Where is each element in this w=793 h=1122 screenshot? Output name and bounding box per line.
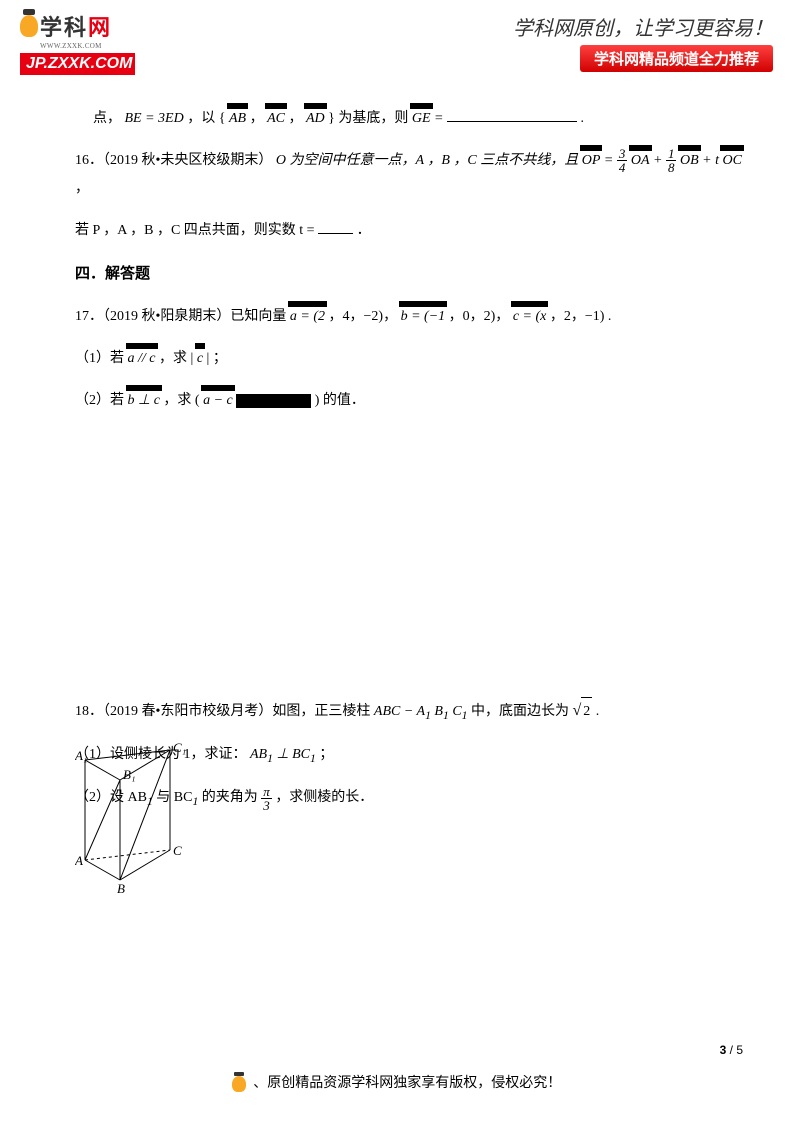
q15-mid2: } 为基底，则 <box>328 111 412 126</box>
logo-mascot-icon <box>20 15 38 37</box>
q16-vec-oa: OA <box>631 147 650 175</box>
q17-p2-end: ) 的值． <box>315 393 365 408</box>
q15-mid1: ，以 { <box>187 111 225 126</box>
label-a1: A₁ <box>75 748 87 763</box>
jp-bar: JP.ZXXK.COM <box>20 53 135 75</box>
q17-p1: （1）若 a // c ，求 | c | ； <box>75 345 743 373</box>
q16-blank <box>318 233 353 234</box>
q18-p2-frac: π3 <box>261 785 272 812</box>
q16-period: ． <box>357 223 371 238</box>
logo-xue: 学 <box>40 10 62 42</box>
q15-vec-ad: AD <box>306 105 325 133</box>
q18-s1: 1 <box>425 709 431 722</box>
q18-e3: C <box>452 704 461 719</box>
logo-text: 学科网 <box>20 10 135 42</box>
q16-frac1: 34 <box>617 147 628 174</box>
footer: 、原创精品资源学科网独家享有版权，侵权必究！ <box>0 1072 793 1092</box>
q17-p2-vec1: b ⊥ c <box>128 387 160 415</box>
q16-vec-oc: OC <box>722 147 741 175</box>
q17-p1-end: | ； <box>207 351 227 366</box>
q15-c1: ， <box>250 111 264 126</box>
q15-line: 点， BE = 3ED ，以 { AB ， AC ， AD } 为基底，则 GE… <box>75 105 743 133</box>
q16-vec-ob: OB <box>680 147 699 175</box>
q17-source: 17．（2019 秋•阳泉期末）已知向量 <box>75 309 290 324</box>
q16-plus1: + <box>653 153 666 168</box>
q17-m3: ，2，−1) . <box>550 309 612 324</box>
q16-eq1: = <box>604 153 617 168</box>
prism-figure: A₁ B₁ C₁ A B C <box>75 740 195 900</box>
q15-vec-ge: GE <box>412 105 431 133</box>
q18-line: 18．（2019 春•东阳市校级月考）如图，正三棱柱 ABC − A1 B1 C… <box>75 695 743 727</box>
header-banner: 学科网精品频道全力推荐 <box>580 45 773 72</box>
q18-p1end: ； <box>319 747 333 762</box>
page-sep: / <box>726 1043 736 1057</box>
logo-wang: 网 <box>88 10 110 42</box>
q15-period: . <box>580 111 584 126</box>
q17-vec-a: a = (2 <box>290 303 325 331</box>
q17-p2: （2）若 b ⊥ c ，求 ( a − c ) 的值． <box>75 387 743 415</box>
q17-p1-mid: ，求 | <box>159 351 193 366</box>
q17-p1-vec: a // c <box>128 345 156 373</box>
footer-mascot-icon <box>232 1076 246 1092</box>
logo-block: 学科网 WWW.ZXXK.COM JP.ZXXK.COM <box>20 10 135 75</box>
q16-line1: 16．（2019 秋•未央区校级期末） O 为空间中任意一点，A ，B ，C 三… <box>75 147 743 203</box>
q17-p2-mid: ，求 ( <box>163 393 199 408</box>
q17-p2-blackout <box>236 394 311 408</box>
q16-vec-op: OP <box>582 147 601 175</box>
q16-text1: O 为空间中任意一点，A ，B ，C 三点不共线，且 <box>276 153 582 168</box>
q18-source: 18．（2019 春•东阳市校级月考）如图，正三棱柱 <box>75 704 374 719</box>
header-slogan: 学科网原创，让学习更容易！ <box>513 12 773 41</box>
q18-p2m2: 的夹角为 <box>202 790 262 805</box>
q16-plus2: + t <box>702 153 719 168</box>
q17-p2-pre: （2）若 <box>75 393 128 408</box>
q18-end: . <box>596 704 600 719</box>
q17-p1-pre: （1）若 <box>75 351 128 366</box>
q15-blank <box>447 121 577 122</box>
q15-eqs: = <box>434 111 447 126</box>
page-content: 点， BE = 3ED ，以 { AB ， AC ， AD } 为基底，则 GE… <box>75 105 743 827</box>
q18-sqrt: √2 <box>572 695 592 727</box>
q18-e1: ABC − A <box>374 704 425 719</box>
q17-vec-c: c = (x <box>513 303 547 331</box>
section-4-title: 四．解答题 <box>75 259 743 289</box>
q18-mid: 中，底面边长为 <box>471 704 573 719</box>
q18-e2: B <box>434 704 443 719</box>
q15-vec-ab: AB <box>229 105 246 133</box>
page-number: 3 / 5 <box>720 1043 743 1057</box>
label-b: B <box>117 881 125 896</box>
q17-m2: ，0，2)， <box>449 309 510 324</box>
logo-ke: 科 <box>64 10 86 42</box>
q17-line: 17．（2019 秋•阳泉期末）已知向量 a = (2 ，4，−2)， b = … <box>75 303 743 331</box>
q16-comma: ， <box>75 181 89 196</box>
q17-m1: ，4，−2)， <box>329 309 398 324</box>
q16-l2: 若 P ，A ，B ，C 四点共面，则实数 t = <box>75 223 318 238</box>
q17-p2-vec2: a − c <box>203 387 233 415</box>
q16-frac2: 18 <box>666 147 677 174</box>
q16-source: 16．（2019 秋•未央区校级期末） <box>75 153 272 168</box>
label-a: A <box>75 853 83 868</box>
q18-s2: 1 <box>443 709 449 722</box>
q17-vec-b: b = (−1 <box>401 303 446 331</box>
q18-s3: 1 <box>462 709 468 722</box>
label-c1: C₁ <box>173 740 186 755</box>
q17-p1-cv: c <box>197 345 203 373</box>
q18-p1e: AB <box>250 747 267 762</box>
q15-c2: ， <box>288 111 302 126</box>
q15-eq1: BE = 3ED <box>125 111 184 126</box>
label-b1: B₁ <box>123 767 135 782</box>
label-c: C <box>173 843 182 858</box>
page-total: 5 <box>736 1043 743 1057</box>
q18-p1m: ⊥ BC <box>276 747 310 762</box>
logo-sub: WWW.ZXXK.COM <box>40 42 135 50</box>
q15-prefix: 点， <box>93 111 121 126</box>
q18-p2end: ，求侧棱的长． <box>275 790 373 805</box>
footer-text: 、原创精品资源学科网独家享有版权，侵权必究！ <box>253 1076 561 1091</box>
q15-vec-ac: AC <box>267 105 285 133</box>
q16-line2: 若 P ，A ，B ，C 四点共面，则实数 t = ． <box>75 217 743 245</box>
q18-p1s: 1 <box>267 752 273 765</box>
q18-p1s2: 1 <box>310 752 316 765</box>
